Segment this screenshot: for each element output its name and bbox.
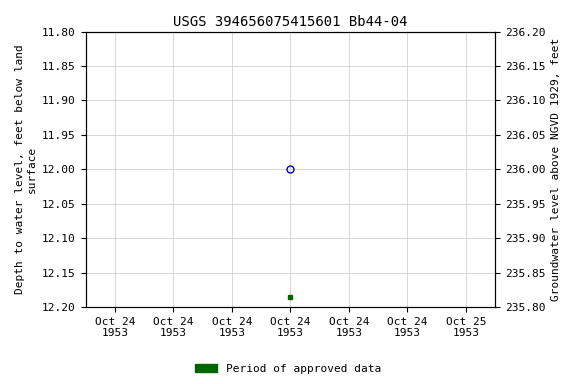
Y-axis label: Depth to water level, feet below land
surface: Depth to water level, feet below land su…	[15, 45, 37, 294]
Legend: Period of approved data: Period of approved data	[191, 359, 385, 379]
Title: USGS 394656075415601 Bb44-04: USGS 394656075415601 Bb44-04	[173, 15, 408, 29]
Y-axis label: Groundwater level above NGVD 1929, feet: Groundwater level above NGVD 1929, feet	[551, 38, 561, 301]
